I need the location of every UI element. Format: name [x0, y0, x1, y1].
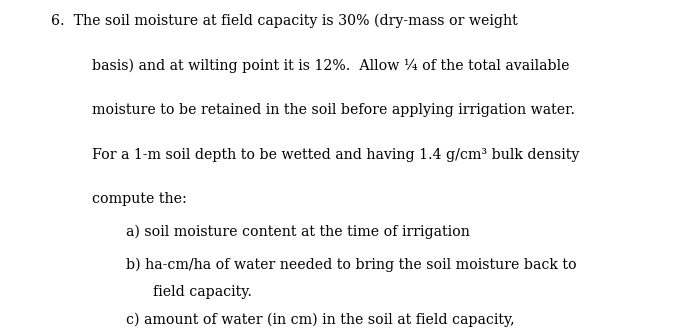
Text: b) ha-cm/ha of water needed to bring the soil moisture back to: b) ha-cm/ha of water needed to bring the… — [126, 258, 576, 272]
Text: 6.  The soil moisture at field capacity is 30% (dry-mass or weight: 6. The soil moisture at field capacity i… — [51, 14, 517, 28]
Text: c) amount of water (in cm) in the soil at field capacity,: c) amount of water (in cm) in the soil a… — [126, 312, 514, 327]
Text: moisture to be retained in the soil before applying irrigation water.: moisture to be retained in the soil befo… — [92, 103, 574, 117]
Text: a) soil moisture content at the time of irrigation: a) soil moisture content at the time of … — [126, 224, 469, 239]
Text: compute the:: compute the: — [92, 192, 187, 206]
Text: field capacity.: field capacity. — [153, 285, 252, 299]
Text: basis) and at wilting point it is 12%.  Allow ¼ of the total available: basis) and at wilting point it is 12%. A… — [92, 58, 569, 73]
Text: For a 1-m soil depth to be wetted and having 1.4 g/cm³ bulk density: For a 1-m soil depth to be wetted and ha… — [92, 148, 579, 162]
